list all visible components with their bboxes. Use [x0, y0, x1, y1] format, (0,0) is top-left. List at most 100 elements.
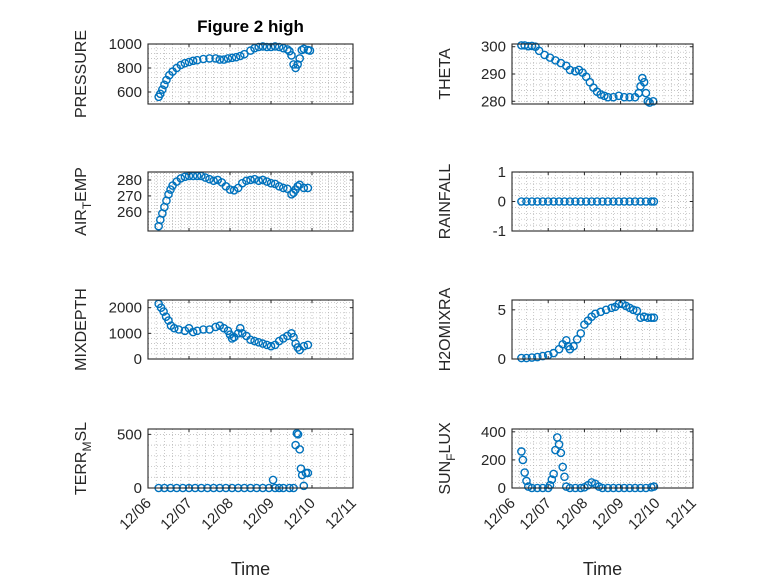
data-point [569, 341, 578, 351]
data-point [533, 352, 542, 362]
data-point [609, 197, 618, 206]
data-point [609, 92, 618, 102]
data-point [293, 343, 302, 352]
data-point [158, 85, 167, 94]
data-point [180, 58, 190, 68]
data-point [534, 46, 544, 56]
data-point [295, 54, 305, 63]
chart-panel-6: 0 5 H2OMIXRA [437, 287, 694, 371]
axes-box [147, 299, 354, 360]
data-point [619, 197, 629, 206]
y-tick-label: 200 [481, 452, 506, 469]
data-point [160, 80, 169, 90]
y-tick-label: 800 [117, 60, 142, 77]
data-point [625, 92, 634, 102]
x-tick-label: 12/06 [480, 495, 519, 534]
data-point [299, 183, 309, 193]
data-point [274, 182, 284, 191]
data-point [293, 430, 303, 439]
data-point [303, 468, 313, 478]
data-point [549, 197, 558, 206]
data-point [223, 54, 233, 63]
data-point [558, 462, 567, 472]
data-point [299, 341, 309, 351]
data-point [180, 172, 190, 182]
data-point [571, 197, 580, 206]
x-tick-label: 12/06 [116, 495, 155, 534]
data-point [227, 53, 237, 63]
data-point [250, 336, 259, 346]
data-point [520, 468, 529, 477]
data-point [192, 55, 202, 65]
y-tick-label: -1 [493, 223, 506, 240]
data-point [549, 348, 558, 358]
data-point [607, 303, 616, 313]
x-tick-label: 12/07 [516, 495, 555, 534]
data-point [560, 197, 569, 206]
x-tick-label: 12/09 [589, 495, 628, 534]
data-point [643, 313, 653, 323]
data-point [159, 307, 168, 316]
data-point [254, 176, 264, 186]
data-point [231, 52, 241, 62]
chart-panel-7: 0 500 TERRMSL 12/06 12/07 12/08 12/09 12/10 12/1… [73, 422, 360, 579]
data-point [565, 197, 575, 206]
x-tick-label: 12/10 [280, 495, 319, 534]
x-tick-label: 12/10 [625, 495, 664, 534]
data-point [283, 184, 292, 194]
chart-panel-2: 280 290 300 THETA [437, 39, 694, 110]
data-point [246, 175, 255, 185]
data-point [240, 49, 249, 59]
y-tick-label: 0 [498, 194, 506, 211]
data-point [522, 197, 531, 206]
data-point [517, 447, 526, 456]
data-point [169, 323, 179, 333]
data-point [258, 42, 268, 51]
data-point [184, 57, 194, 67]
data-point [188, 327, 198, 337]
data-point [625, 197, 634, 206]
data-point [303, 183, 313, 193]
data-point [242, 176, 251, 186]
y-tick-label: 1000 [109, 36, 142, 53]
data-point [211, 322, 220, 332]
chart-panel-8: 0 200 400 SUNFLUX 12/0612/0712/0812/0912/101… [437, 422, 700, 579]
data-point [592, 197, 602, 206]
axes-box [147, 171, 354, 232]
x-axis-label: Time [583, 559, 622, 579]
data-point [630, 197, 640, 206]
data-point [246, 335, 255, 345]
data-point [250, 174, 259, 184]
data-point [199, 54, 208, 64]
data-point [303, 340, 313, 350]
data-point [164, 316, 173, 325]
data-point [641, 197, 651, 206]
data-point [565, 65, 575, 75]
data-point [517, 197, 526, 206]
data-point [641, 88, 651, 98]
data-point [235, 323, 245, 333]
data-point [598, 197, 607, 206]
data-point [522, 353, 531, 363]
data-point [527, 353, 537, 362]
data-point [299, 481, 309, 491]
data-point [292, 428, 302, 438]
y-tick-label: 290 [481, 66, 506, 83]
axes-box [511, 428, 694, 489]
y-axis-label: PRESSURE [73, 30, 90, 118]
data-point [603, 92, 613, 102]
data-point [632, 306, 642, 316]
data-point [287, 51, 296, 60]
data-point [628, 305, 638, 315]
data-point [527, 41, 537, 51]
y-axis-label: RAINFALL [437, 164, 454, 240]
y-tick-label: 1 [498, 164, 506, 181]
data-point [219, 55, 229, 64]
data-point [527, 197, 537, 206]
data-point [576, 197, 586, 206]
data-point [649, 313, 659, 323]
data-point [266, 178, 276, 188]
data-point [596, 307, 605, 317]
